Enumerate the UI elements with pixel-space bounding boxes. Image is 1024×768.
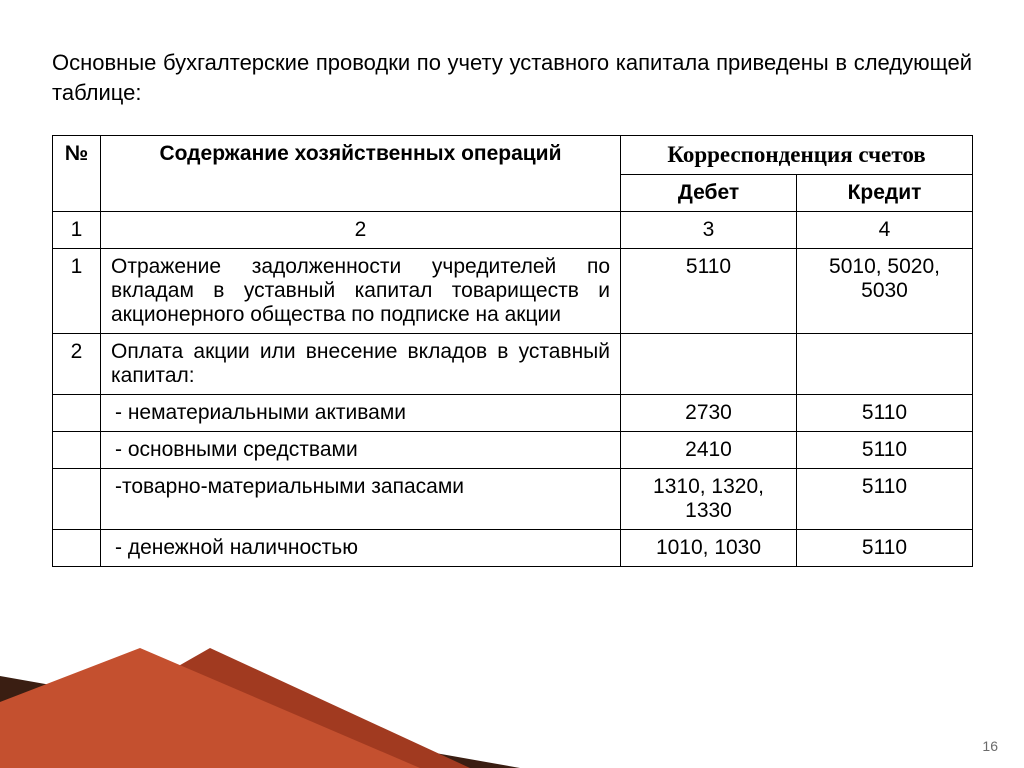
table-row: - денежной наличностью 1010, 1030 5110: [53, 530, 973, 567]
header-debit: Дебет: [621, 175, 797, 212]
row1-num: 1: [53, 249, 101, 334]
colnum-4: 4: [797, 212, 973, 249]
header-credit: Кредит: [797, 175, 973, 212]
row2d-credit: 5110: [797, 530, 973, 567]
header-corr: Корреспонденция счетов: [621, 136, 973, 175]
row2c-num: [53, 469, 101, 530]
table-row: - нематериальными активами 2730 5110: [53, 395, 973, 432]
colnum-1: 1: [53, 212, 101, 249]
row2a-num: [53, 395, 101, 432]
row2c-debit: 1310, 1320, 1330: [621, 469, 797, 530]
row2d-num: [53, 530, 101, 567]
table-row: -товарно-материальными запасами 1310, 13…: [53, 469, 973, 530]
row2-desc: Оплата акции или внесение вкладов в уста…: [101, 334, 621, 395]
row2b-desc: - основными средствами: [101, 432, 621, 469]
header-num: №: [53, 136, 101, 212]
row2b-debit: 2410: [621, 432, 797, 469]
row1-debit: 5110: [621, 249, 797, 334]
row2a-credit: 5110: [797, 395, 973, 432]
table-row: 1 Отражение задолженности учредителей по…: [53, 249, 973, 334]
table-header-row: № Содержание хозяйственных операций Корр…: [53, 136, 973, 175]
row2d-desc: - денежной наличностью: [101, 530, 621, 567]
colnum-3: 3: [621, 212, 797, 249]
row2-credit: [797, 334, 973, 395]
row2-num: 2: [53, 334, 101, 395]
table-colnum-row: 1 2 3 4: [53, 212, 973, 249]
row2a-debit: 2730: [621, 395, 797, 432]
table-row: 2 Оплата акции или внесение вкладов в ус…: [53, 334, 973, 395]
row1-credit: 5010, 5020, 5030: [797, 249, 973, 334]
row2-debit: [621, 334, 797, 395]
row2d-debit: 1010, 1030: [621, 530, 797, 567]
decorative-triangle: [0, 648, 520, 768]
header-desc: Содержание хозяйственных операций: [101, 136, 621, 212]
intro-text: Основные бухгалтерские проводки по учету…: [52, 48, 972, 107]
row2c-credit: 5110: [797, 469, 973, 530]
row2a-desc: - нематериальными активами: [101, 395, 621, 432]
row2b-num: [53, 432, 101, 469]
page-number: 16: [982, 738, 998, 754]
table-row: - основными средствами 2410 5110: [53, 432, 973, 469]
accounting-table: № Содержание хозяйственных операций Корр…: [52, 135, 973, 567]
row2b-credit: 5110: [797, 432, 973, 469]
row2c-desc: -товарно-материальными запасами: [101, 469, 621, 530]
colnum-2: 2: [101, 212, 621, 249]
row1-desc: Отражение задолженности учредителей по в…: [101, 249, 621, 334]
